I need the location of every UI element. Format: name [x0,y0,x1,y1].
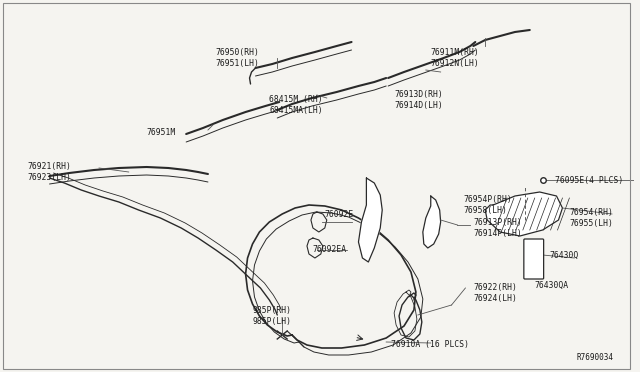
Text: 76954(RH)
76955(LH): 76954(RH) 76955(LH) [570,208,613,228]
Text: 76092E: 76092E [324,209,354,218]
Text: 76913P(RH)
76914P(LH): 76913P(RH) 76914P(LH) [474,218,522,238]
Text: 76911M(RH)
76912N(LH): 76911M(RH) 76912N(LH) [431,48,479,68]
Text: 68415M (RH)
68415MA(LH): 68415M (RH) 68415MA(LH) [269,95,323,115]
Polygon shape [423,196,441,248]
Text: 76910A (16 PLCS): 76910A (16 PLCS) [391,340,469,350]
Text: 76430QA: 76430QA [535,280,569,289]
Text: 76095E(4 PLCS): 76095E(4 PLCS) [554,176,623,185]
Text: 76950(RH)
76951(LH): 76950(RH) 76951(LH) [216,48,260,68]
Text: 76921(RH)
76923(LH): 76921(RH) 76923(LH) [28,162,72,182]
Text: 76922(RH)
76924(LH): 76922(RH) 76924(LH) [474,283,517,303]
Polygon shape [358,178,382,262]
Text: 76951M: 76951M [147,128,176,137]
Text: 76092EA: 76092EA [312,246,346,254]
Text: 76954P(RH)
76958(LH): 76954P(RH) 76958(LH) [463,195,512,215]
FancyBboxPatch shape [524,239,543,279]
Text: R7690034: R7690034 [577,353,614,362]
Polygon shape [485,192,563,236]
Text: 76430Q: 76430Q [550,250,579,260]
Text: 985P(RH)
985P(LH): 985P(RH) 985P(LH) [253,306,291,326]
Text: 76913D(RH)
76914D(LH): 76913D(RH) 76914D(LH) [394,90,443,110]
